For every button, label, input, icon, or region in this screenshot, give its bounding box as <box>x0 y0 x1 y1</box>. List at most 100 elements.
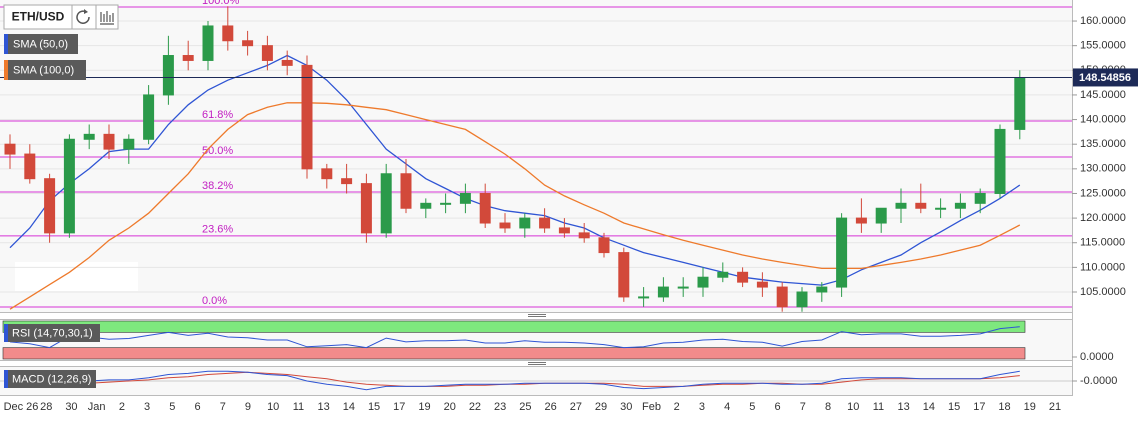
candle-body <box>954 202 966 209</box>
x-tick-label: 30 <box>65 401 77 413</box>
fib-label: 38.2% <box>202 180 233 192</box>
indicator-label: RSI (14,70,30,1) <box>12 327 93 339</box>
x-tick-label: 14 <box>343 401 355 413</box>
symbol: ETH/USD <box>12 10 65 24</box>
candle-body <box>875 207 887 224</box>
candle-body <box>558 227 570 234</box>
x-tick-label: 2 <box>674 401 680 413</box>
x-tick-label: Feb <box>642 401 661 413</box>
candle-body <box>103 133 115 150</box>
rsi-upper-zone <box>2 320 1026 333</box>
candle-body <box>123 138 135 150</box>
bars-button[interactable] <box>95 4 119 30</box>
candle-body <box>657 286 669 298</box>
candle-body <box>974 192 986 204</box>
x-tick-label: 6 <box>775 401 781 413</box>
y-tick-label: 135.0000 <box>1080 138 1126 150</box>
y-tick-label: 125.0000 <box>1080 187 1126 199</box>
candle-body <box>697 276 709 288</box>
x-tick-label: 20 <box>444 401 456 413</box>
pane-grip[interactable] <box>528 362 546 365</box>
candle-body <box>83 133 95 140</box>
candle-body <box>994 128 1006 194</box>
y-tick-label: 140.0000 <box>1080 113 1126 125</box>
candle-body <box>598 237 610 254</box>
candle-body <box>301 64 313 170</box>
y-tick-label: -0.0000 <box>1080 375 1117 387</box>
x-tick-label: 5 <box>169 401 175 413</box>
x-tick-label: 15 <box>368 401 380 413</box>
legend-box[interactable] <box>4 34 78 54</box>
candle-body <box>855 217 867 224</box>
candle-body <box>440 202 452 205</box>
candle-body <box>222 25 234 42</box>
candle-body <box>677 286 689 289</box>
candle-body <box>321 168 333 180</box>
y-tick-label: 130.0000 <box>1080 163 1126 175</box>
x-tick-label: 17 <box>973 401 985 413</box>
x-tick-label: 6 <box>194 401 200 413</box>
y-tick-label: 155.0000 <box>1080 40 1126 52</box>
candle-body <box>459 192 471 204</box>
indicator-swatch <box>4 370 8 388</box>
x-tick-label: 17 <box>393 401 405 413</box>
sma-line <box>9 102 1021 310</box>
x-tick-label: 27 <box>570 401 582 413</box>
candle-body <box>261 45 273 61</box>
last-price-tag <box>1073 68 1138 87</box>
x-tick-label: 21 <box>1049 401 1061 413</box>
rsi-line <box>9 326 1020 349</box>
pane-grip[interactable] <box>528 314 546 317</box>
indicator-label: MACD (12,26,9) <box>12 373 91 385</box>
x-tick-label: 4 <box>724 401 730 413</box>
macd-line <box>9 370 1020 391</box>
legend-box[interactable] <box>4 60 86 80</box>
candle-body <box>242 40 254 47</box>
candle-body <box>519 217 531 229</box>
x-tick-label: 30 <box>620 401 632 413</box>
candle-body <box>776 286 788 308</box>
x-tick-label: 23 <box>494 401 506 413</box>
x-tick-label: 13 <box>318 401 330 413</box>
candle-body <box>618 252 630 298</box>
overlay-layer: ETH/USD SMA (50,0) SMA (100,0) RSI (14,7… <box>3 4 119 388</box>
x-tick-label: 7 <box>220 401 226 413</box>
candle-body <box>479 192 491 224</box>
x-tick-label: 11 <box>293 401 304 413</box>
candle-body <box>915 202 927 209</box>
candle-body <box>638 296 650 299</box>
candle-body <box>796 291 808 308</box>
candle-body <box>836 217 848 288</box>
y-tick-label: 105.0000 <box>1080 286 1126 298</box>
indicator-box[interactable] <box>4 370 96 388</box>
candle-body <box>63 138 75 234</box>
fib-label: 0.0% <box>202 295 227 307</box>
candle-body <box>420 202 432 209</box>
x-tick-label: 11 <box>873 401 884 413</box>
indicator-box[interactable] <box>4 324 100 342</box>
candle-body <box>499 222 511 229</box>
macd-signal-line <box>9 371 1020 387</box>
rsi-lower-zone <box>2 347 1026 360</box>
x-tick-label: 3 <box>699 401 705 413</box>
x-tick-label: 29 <box>595 401 607 413</box>
x-tick-label: 9 <box>245 401 251 413</box>
refresh-button[interactable] <box>71 4 97 30</box>
candle-body <box>24 153 36 180</box>
candle-body <box>162 55 174 96</box>
candle-body <box>737 271 749 283</box>
fib-label: 100.0% <box>202 0 240 7</box>
fib-label: 23.6% <box>202 224 233 236</box>
x-tick-label: 7 <box>800 401 806 413</box>
last-price-label: 148.54856 <box>1079 72 1131 84</box>
main-pane <box>0 0 1072 312</box>
y-tick-label: 145.0000 <box>1080 89 1126 101</box>
y-tick-label: 160.0000 <box>1080 15 1126 27</box>
candle-body <box>380 173 392 234</box>
x-tick-label: 25 <box>519 401 531 413</box>
legend-label: SMA (50,0) <box>13 38 68 50</box>
indicator-swatch <box>4 324 8 342</box>
x-tick-label: 15 <box>948 401 960 413</box>
candle-body <box>360 183 372 234</box>
